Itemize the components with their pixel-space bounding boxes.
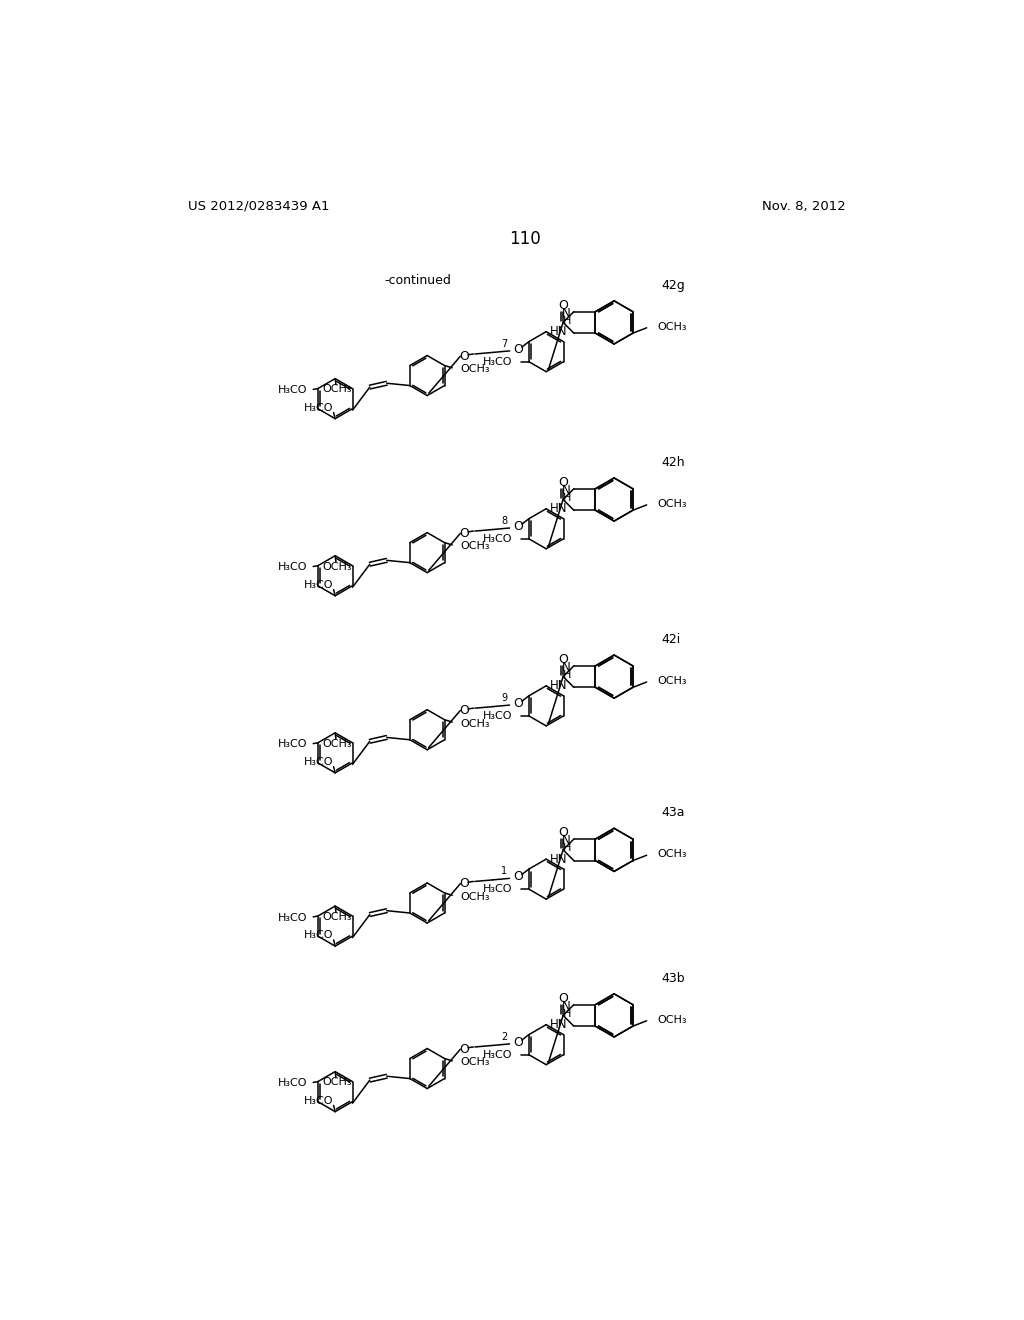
Text: 7: 7 xyxy=(501,339,507,348)
Text: N: N xyxy=(562,483,570,496)
Text: OCH₃: OCH₃ xyxy=(460,1057,489,1068)
Text: OCH₃: OCH₃ xyxy=(460,892,489,902)
Text: H: H xyxy=(563,843,571,853)
Text: OCH₃: OCH₃ xyxy=(460,364,489,375)
Text: H₃CO: H₃CO xyxy=(482,884,512,894)
Text: HN: HN xyxy=(550,853,567,866)
Text: OCH₃: OCH₃ xyxy=(460,718,489,729)
Text: 42i: 42i xyxy=(662,634,681,647)
Text: O: O xyxy=(513,520,523,533)
Text: 110: 110 xyxy=(509,230,541,248)
Text: OCH₃: OCH₃ xyxy=(322,384,351,395)
Text: H₃CO: H₃CO xyxy=(304,403,334,413)
Text: H₃CO: H₃CO xyxy=(278,912,307,923)
Text: O: O xyxy=(558,298,568,312)
Text: US 2012/0283439 A1: US 2012/0283439 A1 xyxy=(188,199,330,213)
Text: OCH₃: OCH₃ xyxy=(460,541,489,552)
Text: O: O xyxy=(558,826,568,840)
Text: O: O xyxy=(513,870,523,883)
Text: H: H xyxy=(563,492,571,503)
Text: H₃CO: H₃CO xyxy=(278,1078,307,1088)
Text: 1: 1 xyxy=(501,866,507,876)
Text: OCH₃: OCH₃ xyxy=(322,1077,351,1088)
Text: O: O xyxy=(459,350,469,363)
Text: O: O xyxy=(513,697,523,710)
Text: O: O xyxy=(558,477,568,490)
Text: N: N xyxy=(562,999,570,1012)
Text: H₃CO: H₃CO xyxy=(278,385,307,395)
Text: 2: 2 xyxy=(501,1032,507,1041)
Text: HN: HN xyxy=(550,680,567,693)
Text: H₃CO: H₃CO xyxy=(482,1049,512,1060)
Text: H: H xyxy=(563,315,571,326)
Text: 42g: 42g xyxy=(662,279,686,292)
Text: Nov. 8, 2012: Nov. 8, 2012 xyxy=(762,199,846,213)
Text: HN: HN xyxy=(550,325,567,338)
Text: 43a: 43a xyxy=(662,807,685,820)
Text: O: O xyxy=(513,343,523,356)
Text: OCH₃: OCH₃ xyxy=(322,912,351,921)
Text: 8: 8 xyxy=(501,516,507,527)
Text: OCH₃: OCH₃ xyxy=(657,850,687,859)
Text: O: O xyxy=(459,1043,469,1056)
Text: OCH₃: OCH₃ xyxy=(657,676,687,686)
Text: N: N xyxy=(562,834,570,847)
Text: N: N xyxy=(562,306,570,319)
Text: OCH₃: OCH₃ xyxy=(657,1015,687,1026)
Text: H₃CO: H₃CO xyxy=(482,533,512,544)
Text: O: O xyxy=(459,527,469,540)
Text: OCH₃: OCH₃ xyxy=(322,739,351,748)
Text: 43b: 43b xyxy=(662,972,685,985)
Text: H₃CO: H₃CO xyxy=(304,758,334,767)
Text: OCH₃: OCH₃ xyxy=(322,561,351,572)
Text: HN: HN xyxy=(550,1018,567,1031)
Text: H₃CO: H₃CO xyxy=(304,931,334,940)
Text: H₃CO: H₃CO xyxy=(482,711,512,721)
Text: O: O xyxy=(459,878,469,890)
Text: O: O xyxy=(558,653,568,667)
Text: H₃CO: H₃CO xyxy=(278,739,307,750)
Text: H₃CO: H₃CO xyxy=(482,356,512,367)
Text: H: H xyxy=(563,671,571,680)
Text: 9: 9 xyxy=(501,693,507,704)
Text: H₃CO: H₃CO xyxy=(304,579,334,590)
Text: O: O xyxy=(558,991,568,1005)
Text: 42h: 42h xyxy=(662,455,685,469)
Text: OCH₃: OCH₃ xyxy=(657,322,687,333)
Text: N: N xyxy=(562,661,570,675)
Text: -continued: -continued xyxy=(385,273,452,286)
Text: H₃CO: H₃CO xyxy=(304,1096,334,1106)
Text: O: O xyxy=(459,704,469,717)
Text: O: O xyxy=(513,1036,523,1049)
Text: OCH₃: OCH₃ xyxy=(657,499,687,510)
Text: HN: HN xyxy=(550,502,567,515)
Text: H: H xyxy=(563,1008,571,1019)
Text: H₃CO: H₃CO xyxy=(278,562,307,573)
